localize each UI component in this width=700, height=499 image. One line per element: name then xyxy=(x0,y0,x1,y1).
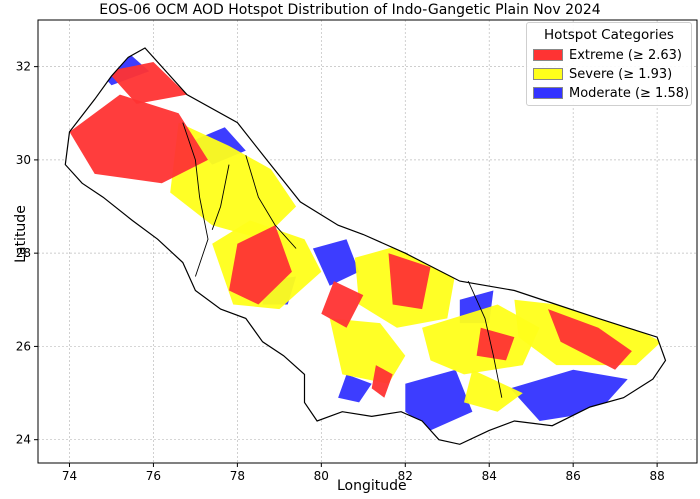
x-tick-label: 86 xyxy=(566,469,581,483)
tick-layer: 74 76 78 80 82 84 86 88 24 26 28 30 32 xyxy=(16,60,665,483)
hotspot-severe-region xyxy=(464,369,523,412)
y-tick-label: 32 xyxy=(16,60,31,74)
legend-swatch-moderate xyxy=(533,87,563,99)
study-area-outline xyxy=(64,47,667,445)
y-tick-label: 28 xyxy=(16,246,31,260)
legend-label-severe: Severe (≥ 1.93) xyxy=(569,66,673,82)
hotspot-extreme-region xyxy=(388,253,431,310)
hotspot-moderate-region xyxy=(312,239,360,286)
hotspot-extreme-region xyxy=(69,94,208,184)
y-axis-label: Latitude xyxy=(12,205,29,263)
legend-label-extreme: Extreme (≥ 2.63) xyxy=(569,47,682,63)
y-tick-label: 26 xyxy=(16,339,31,353)
map-title: EOS-06 OCM AOD Hotspot Distribution of I… xyxy=(99,2,601,18)
x-tick-label: 76 xyxy=(146,469,161,483)
x-axis-label: Longitude xyxy=(337,478,407,494)
state-boundary-line xyxy=(211,164,230,230)
axes-frame xyxy=(37,19,698,464)
hotspot-severe-region xyxy=(329,318,406,384)
legend-item-moderate: Moderate (≥ 1.58) xyxy=(533,85,689,101)
legend: Hotspot Categories Extreme (≥ 2.63) Seve… xyxy=(526,22,692,106)
hotspot-extreme-region xyxy=(321,281,364,328)
state-boundary-line xyxy=(182,122,209,277)
hotspot-moderate-region xyxy=(405,369,473,431)
x-tick-label: 84 xyxy=(482,469,497,483)
y-tick-label: 24 xyxy=(16,433,31,447)
legend-item-extreme: Extreme (≥ 2.63) xyxy=(533,47,682,63)
hotspot-extreme-region xyxy=(229,225,292,305)
x-tick-label: 80 xyxy=(314,469,329,483)
region-layer xyxy=(65,48,666,445)
hotspot-extreme-region xyxy=(371,365,393,398)
legend-item-severe: Severe (≥ 1.93) xyxy=(533,66,672,82)
x-tick-label: 82 xyxy=(398,469,413,483)
hotspot-extreme-region xyxy=(107,62,187,104)
hotspot-extreme-region xyxy=(548,309,632,370)
y-tick-label: 30 xyxy=(16,153,31,167)
hotspot-moderate-region xyxy=(338,374,372,403)
x-tick-label: 78 xyxy=(230,469,245,483)
x-tick-label: 88 xyxy=(649,469,664,483)
state-boundary-line xyxy=(467,280,503,398)
legend-swatch-extreme xyxy=(533,49,563,61)
x-tick-label: 74 xyxy=(62,469,77,483)
legend-swatch-severe xyxy=(533,68,563,80)
legend-label-moderate: Moderate (≥ 1.58) xyxy=(569,85,690,101)
hotspot-extreme-region xyxy=(476,327,515,361)
state-boundary-line xyxy=(245,155,297,249)
boundary-layer xyxy=(64,47,667,445)
legend-title: Hotspot Categories xyxy=(544,27,674,43)
